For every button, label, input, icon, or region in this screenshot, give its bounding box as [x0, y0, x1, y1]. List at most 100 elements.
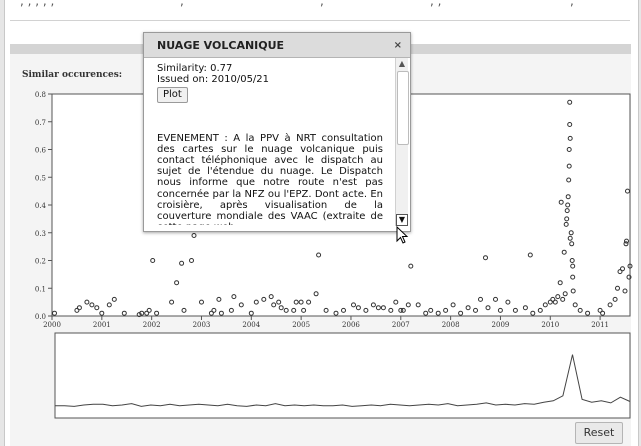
data-point	[527, 252, 533, 258]
data-point	[211, 307, 217, 313]
data-point	[565, 194, 571, 200]
data-point	[253, 299, 259, 305]
data-point	[150, 258, 156, 263]
data-point	[435, 310, 441, 316]
data-point	[562, 291, 568, 297]
data-point	[398, 307, 404, 313]
data-point	[408, 263, 414, 269]
data-point	[293, 299, 299, 305]
data-point	[558, 199, 564, 205]
popup-titlebar[interactable]: NUAGE VOLCANIQUE ×	[144, 33, 410, 58]
data-point	[139, 310, 145, 316]
data-point	[375, 305, 381, 311]
data-point	[248, 310, 254, 316]
data-point	[570, 288, 576, 294]
data-point	[607, 302, 613, 308]
x-tick-label: 2002	[143, 321, 161, 329]
data-point	[450, 302, 456, 308]
data-point	[572, 302, 578, 308]
y-tick-label: 0.5	[35, 174, 46, 182]
popup-body: Similarity: 0.77 Issued on: 2010/05/21 P…	[149, 63, 387, 225]
x-tick-label: 2009	[492, 321, 510, 329]
data-point	[615, 285, 620, 291]
data-point	[612, 296, 618, 302]
data-point	[52, 310, 57, 316]
data-point	[276, 299, 282, 305]
x-tick-label: 2001	[93, 321, 111, 329]
data-point	[351, 302, 356, 308]
data-point	[218, 310, 224, 316]
data-point	[291, 307, 297, 313]
data-point	[428, 307, 434, 313]
data-point	[597, 307, 603, 313]
data-point	[268, 294, 274, 300]
reset-button[interactable]: Reset	[575, 422, 623, 444]
event-popup[interactable]: NUAGE VOLCANIQUE × Similarity: 0.77 Issu…	[143, 32, 411, 232]
data-point	[298, 299, 304, 305]
data-point	[405, 302, 411, 308]
scroll-down-icon[interactable]: ▼	[396, 214, 408, 226]
x-tick-label: 2007	[392, 321, 410, 329]
data-point	[566, 147, 572, 152]
data-point	[271, 302, 277, 308]
data-point	[565, 202, 571, 208]
data-point	[238, 302, 244, 308]
data-point	[623, 241, 629, 247]
popup-scrollbar[interactable]: ▲ ▼	[395, 58, 409, 226]
data-point	[136, 312, 142, 318]
data-point	[121, 310, 127, 316]
data-point	[181, 307, 187, 313]
data-point	[94, 305, 100, 311]
data-point	[555, 294, 561, 300]
data-point	[566, 163, 572, 169]
data-point	[231, 294, 237, 300]
data-point	[557, 280, 563, 286]
data-point	[585, 310, 591, 316]
data-point	[552, 299, 558, 305]
mouse-pointer-icon	[396, 226, 409, 244]
scroll-thumb[interactable]	[397, 71, 409, 145]
data-point	[400, 307, 406, 313]
y-tick-label: 0.2	[35, 258, 46, 266]
data-point	[465, 305, 471, 311]
close-icon[interactable]: ×	[393, 40, 402, 51]
data-point	[564, 208, 570, 214]
y-tick-label: 0.7	[35, 119, 46, 127]
x-tick-label: 2000	[43, 321, 61, 329]
event-description: EVENEMENT : A la PPV à NRT consultation …	[157, 132, 383, 225]
similarity-value: Similarity: 0.77	[157, 63, 233, 74]
data-point	[512, 307, 518, 313]
data-point	[542, 302, 548, 308]
plot-button[interactable]: Plot	[157, 87, 188, 103]
x-tick-label: 2005	[292, 321, 310, 329]
data-point	[380, 305, 386, 311]
data-point	[323, 307, 329, 313]
data-point	[522, 305, 528, 311]
scroll-up-icon[interactable]: ▲	[398, 59, 406, 68]
data-point	[550, 296, 556, 302]
data-point	[174, 280, 180, 286]
data-point	[478, 296, 483, 302]
data-point	[313, 291, 319, 297]
x-tick-label: 2008	[442, 321, 460, 329]
data-point	[458, 310, 464, 316]
data-point	[569, 258, 575, 263]
data-point	[626, 274, 632, 280]
data-point	[76, 305, 82, 311]
y-tick-label: 0.3	[35, 230, 46, 238]
data-point	[505, 299, 511, 305]
data-point	[74, 307, 80, 313]
data-point	[363, 307, 369, 313]
data-point	[179, 260, 185, 266]
data-point	[560, 296, 566, 302]
data-point	[208, 310, 214, 316]
data-point	[443, 307, 449, 313]
y-tick-label: 0.4	[35, 202, 47, 210]
popup-title: NUAGE VOLCANIQUE	[157, 39, 285, 52]
data-point	[370, 302, 376, 308]
data-point	[154, 310, 160, 316]
data-point	[620, 266, 625, 272]
data-point	[483, 255, 488, 261]
data-point	[537, 307, 543, 313]
x-tick-label: 2010	[541, 321, 559, 329]
